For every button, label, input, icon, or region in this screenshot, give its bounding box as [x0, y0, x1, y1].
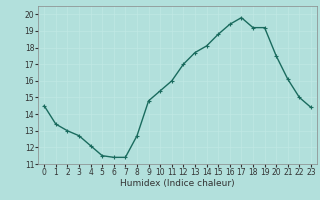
X-axis label: Humidex (Indice chaleur): Humidex (Indice chaleur): [120, 179, 235, 188]
